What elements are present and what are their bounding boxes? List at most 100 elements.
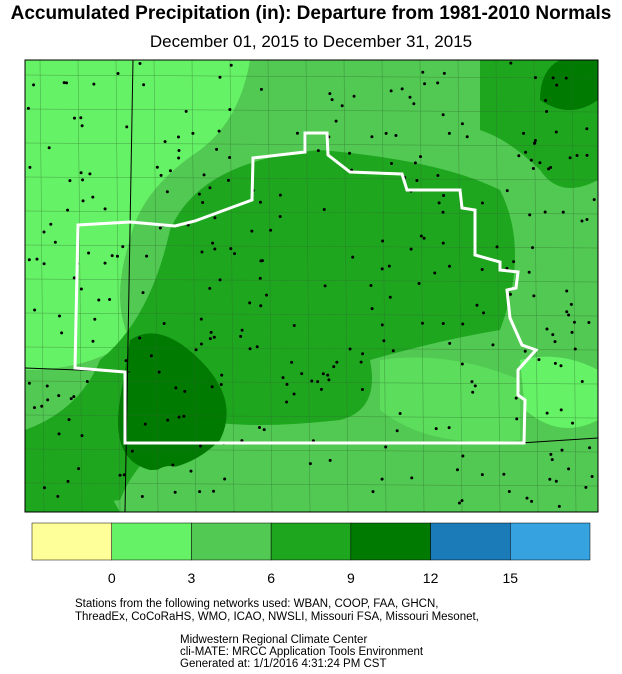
station xyxy=(91,195,95,199)
station xyxy=(248,301,252,305)
station xyxy=(545,327,549,331)
station xyxy=(530,499,534,503)
station xyxy=(143,422,147,426)
county-line xyxy=(267,60,273,512)
station xyxy=(334,119,338,123)
footer-line: Generated at: 1/1/2016 4:31:24 PM CST xyxy=(180,658,387,669)
station xyxy=(447,426,451,430)
station xyxy=(285,382,289,386)
station xyxy=(69,397,73,401)
station xyxy=(382,339,386,343)
station xyxy=(389,89,393,93)
station xyxy=(559,408,563,412)
subtitle: December 01, 2015 to December 31, 2015 xyxy=(150,32,472,51)
station xyxy=(278,193,282,197)
legend: 0 3 6 9 12 15 xyxy=(31,522,591,586)
legend-tick-label: 15 xyxy=(502,570,518,586)
station xyxy=(509,61,513,65)
station xyxy=(533,138,537,142)
station xyxy=(229,247,233,251)
station xyxy=(549,166,553,170)
station xyxy=(184,109,188,113)
station xyxy=(108,298,112,302)
station xyxy=(413,161,417,165)
station xyxy=(555,83,559,87)
station xyxy=(441,210,445,214)
station xyxy=(220,373,224,377)
station xyxy=(218,278,222,282)
station xyxy=(448,341,452,345)
station xyxy=(174,386,178,390)
station xyxy=(592,198,596,202)
county-line xyxy=(305,60,311,512)
county-line xyxy=(39,60,45,512)
title: Accumulated Precipitation (in): Departur… xyxy=(11,3,612,24)
station xyxy=(60,331,64,335)
station xyxy=(171,463,175,467)
station xyxy=(527,270,531,274)
station xyxy=(588,446,592,450)
legend-tick-label: 9 xyxy=(347,570,355,586)
county-line xyxy=(25,74,598,79)
station xyxy=(198,444,202,448)
station xyxy=(42,230,46,234)
county-line xyxy=(25,414,598,419)
station xyxy=(460,362,464,366)
station xyxy=(447,131,451,135)
footer-line: Stations from the following networks use… xyxy=(75,598,438,610)
map-frame xyxy=(24,59,599,513)
station xyxy=(42,262,46,266)
station xyxy=(575,154,579,158)
station xyxy=(259,87,263,91)
station xyxy=(208,186,212,190)
station xyxy=(359,360,363,364)
county-line xyxy=(25,312,598,317)
county-line xyxy=(25,482,598,487)
station xyxy=(209,330,213,334)
station xyxy=(49,222,53,226)
station xyxy=(512,260,516,264)
footer-line: Midwestern Regional Climate Center xyxy=(180,634,367,646)
legend-swatch xyxy=(270,522,352,561)
station xyxy=(28,165,32,169)
station xyxy=(457,501,461,505)
station xyxy=(255,345,259,349)
station xyxy=(409,247,413,251)
station xyxy=(68,179,72,183)
station xyxy=(198,490,202,494)
station xyxy=(130,449,134,453)
station xyxy=(168,169,172,173)
station xyxy=(531,166,535,170)
station xyxy=(370,307,374,311)
station xyxy=(33,308,37,312)
station xyxy=(348,347,352,351)
station xyxy=(460,122,464,126)
station xyxy=(507,490,511,494)
station xyxy=(433,271,437,275)
station xyxy=(194,348,198,352)
station xyxy=(248,347,252,351)
station xyxy=(361,352,365,356)
station xyxy=(155,165,159,169)
station xyxy=(549,452,553,456)
station xyxy=(538,161,542,165)
station xyxy=(285,400,289,404)
station xyxy=(564,76,568,80)
station xyxy=(475,303,479,307)
station xyxy=(182,414,186,418)
station xyxy=(213,247,217,251)
station xyxy=(258,276,262,280)
station xyxy=(157,370,161,374)
station xyxy=(310,379,314,383)
station xyxy=(348,151,352,155)
station xyxy=(57,314,61,318)
station xyxy=(384,445,388,449)
station xyxy=(553,361,557,365)
station xyxy=(360,388,364,392)
station xyxy=(141,291,145,295)
county-line xyxy=(25,278,598,283)
station xyxy=(517,154,521,158)
station xyxy=(217,129,221,133)
station xyxy=(580,219,584,223)
